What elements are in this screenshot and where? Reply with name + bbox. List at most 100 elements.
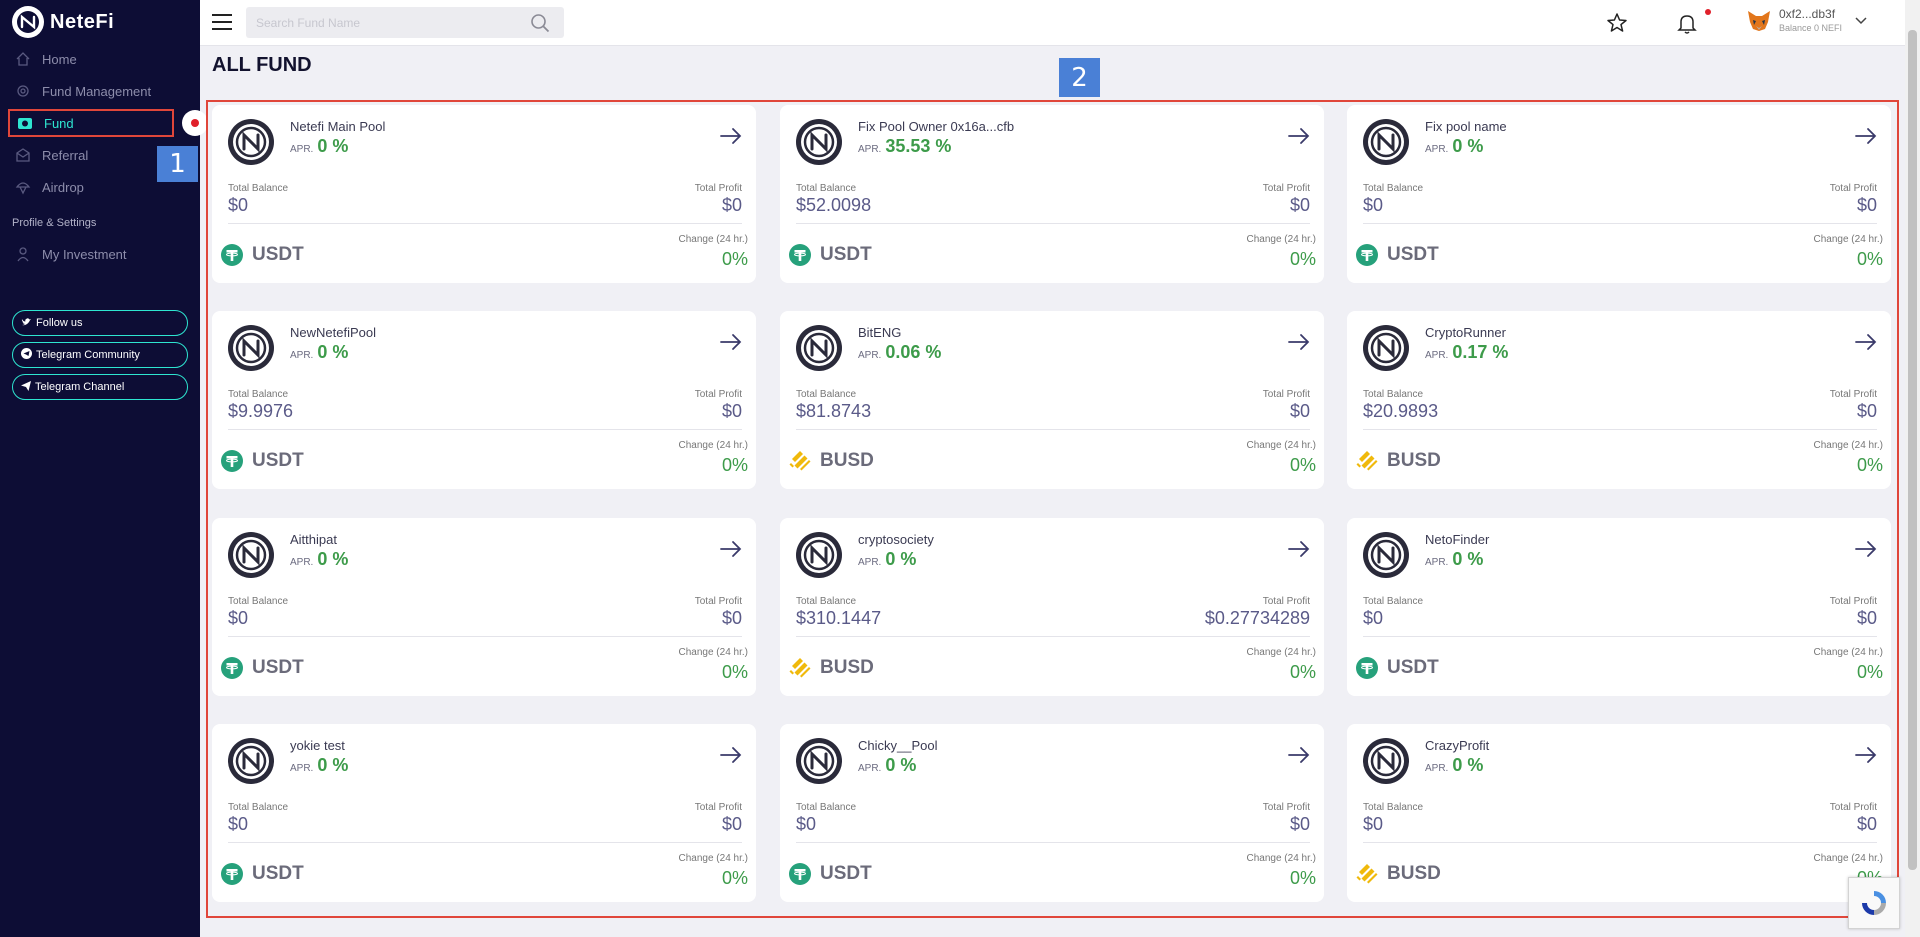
token-name: USDT [1387, 657, 1439, 678]
recaptcha-badge[interactable] [1848, 877, 1900, 929]
pool-apr: APR. 0 % [290, 136, 348, 157]
arrow-right-icon[interactable] [720, 333, 742, 351]
token-name: USDT [1387, 244, 1439, 265]
total-balance-value: $9.9976 [228, 401, 294, 421]
apr-value: 0 % [1452, 549, 1484, 569]
sidebar-item-home[interactable]: Home [8, 45, 174, 73]
sidebar-item-label: Home [42, 51, 77, 67]
sidebar-item-fund[interactable]: Fund [8, 109, 174, 137]
scrollbar-thumb[interactable] [1908, 30, 1917, 870]
total-profit-value: $0 [1289, 401, 1310, 421]
arrow-right-icon[interactable] [1855, 333, 1877, 351]
app-logo[interactable]: NeteFi [12, 6, 114, 38]
sidebar-item-label: Fund Management [42, 83, 152, 99]
arrow-right-icon[interactable] [1288, 127, 1310, 145]
arrow-right-icon[interactable] [1288, 333, 1310, 351]
total-profit-label: Total Profit [1262, 389, 1310, 400]
total-profit-label: Total Profit [1829, 802, 1877, 813]
telegram-community-button[interactable]: Telegram Community [12, 342, 188, 368]
arrow-right-icon[interactable] [1288, 540, 1310, 558]
apr-value: 0 % [885, 549, 917, 569]
total-balance-value: $310.1447 [796, 608, 882, 628]
arrow-right-icon[interactable] [1855, 127, 1877, 145]
pool-logo-icon [796, 532, 842, 578]
twitter-icon [21, 317, 32, 330]
sidebar-item-fund-management[interactable]: Fund Management [8, 77, 174, 105]
bell-icon[interactable] [1675, 11, 1699, 35]
fund-icon [16, 114, 34, 132]
pool-logo-icon [228, 738, 274, 784]
fund-card-11[interactable]: Chicky__Pool APR. 0 % Total Balance $0 T… [780, 724, 1324, 902]
apr-value: 0.17 % [1452, 342, 1509, 362]
fund-card-6[interactable]: CryptoRunner APR. 0.17 % Total Balance $… [1347, 311, 1891, 489]
sidebar-item-my-investment[interactable]: My Investment [8, 240, 174, 268]
pool-apr: APR. 0 % [1425, 549, 1483, 570]
fund-card-12[interactable]: CrazyProfit APR. 0 % Total Balance $0 To… [1347, 724, 1891, 902]
search-icon[interactable] [520, 7, 560, 38]
telegram-channel-button[interactable]: Telegram Channel [12, 374, 188, 400]
total-profit-label: Total Profit [1262, 596, 1310, 607]
fund-card-3[interactable]: Fix pool name APR. 0 % Total Balance $0 … [1347, 105, 1891, 283]
fund-card-4[interactable]: NewNetefiPool APR. 0 % Total Balance $9.… [212, 311, 756, 489]
arrow-right-icon[interactable] [720, 746, 742, 764]
total-profit-label: Total Profit [1262, 183, 1310, 194]
arrow-right-icon[interactable] [1855, 540, 1877, 558]
scrollbar[interactable] [1905, 0, 1920, 937]
sidebar-item-referral[interactable]: Referral [8, 141, 174, 169]
token-name: USDT [252, 657, 304, 678]
pool-logo-icon [1363, 532, 1409, 578]
sidebar-item-airdrop[interactable]: Airdrop [8, 173, 174, 201]
apr-value: 35.53 % [885, 136, 952, 156]
search-bar [246, 7, 564, 38]
account-menu[interactable]: 0xf2...db3f Balance 0 NEFI [1745, 6, 1868, 34]
usdt-icon [1355, 656, 1379, 680]
pool-name: NewNetefiPool [290, 325, 376, 340]
telegram-send-icon [21, 380, 31, 394]
divider [228, 636, 742, 637]
total-profit-label: Total Profit [694, 389, 742, 400]
gear-icon [14, 82, 32, 100]
fund-card-9[interactable]: NetoFinder APR. 0 % Total Balance $0 Tot… [1347, 518, 1891, 696]
change-label: Change (24 hr.) [1246, 440, 1317, 451]
menu-toggle-icon[interactable] [212, 14, 232, 30]
sidebar-item-label: My Investment [42, 246, 127, 262]
total-profit-label: Total Profit [1829, 389, 1877, 400]
change-value: 0% [1289, 868, 1316, 888]
arrow-right-icon[interactable] [720, 540, 742, 558]
total-profit-value: $0 [1289, 195, 1310, 215]
pool-apr: APR. 0 % [858, 755, 916, 776]
apr-value: 0.06 % [885, 342, 942, 362]
apr-value: 0 % [885, 755, 917, 775]
search-input[interactable] [246, 7, 520, 38]
fund-card-1[interactable]: Netefi Main Pool APR. 0 % Total Balance … [212, 105, 756, 283]
change-value: 0% [1289, 249, 1316, 269]
follow-us-button[interactable]: Follow us [12, 310, 188, 336]
sidebar-collapse-toggle[interactable] [182, 110, 208, 136]
apr-label: APR. [858, 144, 882, 155]
token: BUSD [1355, 862, 1441, 886]
divider [796, 842, 1310, 843]
social-label: Telegram Community [36, 349, 140, 361]
total-balance-label: Total Balance [1363, 183, 1424, 194]
arrow-right-icon[interactable] [720, 127, 742, 145]
change-value: 0% [1856, 249, 1883, 269]
fund-card-10[interactable]: yokie test APR. 0 % Total Balance $0 Tot… [212, 724, 756, 902]
star-icon[interactable] [1605, 11, 1629, 35]
arrow-right-icon[interactable] [1855, 746, 1877, 764]
change-value: 0% [721, 249, 748, 269]
fund-card-7[interactable]: Aitthipat APR. 0 % Total Balance $0 Tota… [212, 518, 756, 696]
app-name: NeteFi [50, 10, 115, 33]
annotation-marker-2: 2 [1059, 58, 1100, 97]
change-label: Change (24 hr.) [1813, 853, 1884, 864]
sidebar-item-label: Referral [42, 147, 89, 163]
pool-logo-icon [1363, 119, 1409, 165]
social-label: Follow us [36, 317, 83, 329]
usdt-icon [1355, 243, 1379, 267]
token-name: USDT [252, 244, 304, 265]
total-balance-value: $0 [228, 814, 249, 834]
fund-card-8[interactable]: cryptosociety APR. 0 % Total Balance $31… [780, 518, 1324, 696]
arrow-right-icon[interactable] [1288, 746, 1310, 764]
fund-card-5[interactable]: BitENG APR. 0.06 % Total Balance $81.874… [780, 311, 1324, 489]
fund-card-2[interactable]: Fix Pool Owner 0x16a...cfb APR. 35.53 % … [780, 105, 1324, 283]
pool-name: cryptosociety [858, 532, 934, 547]
